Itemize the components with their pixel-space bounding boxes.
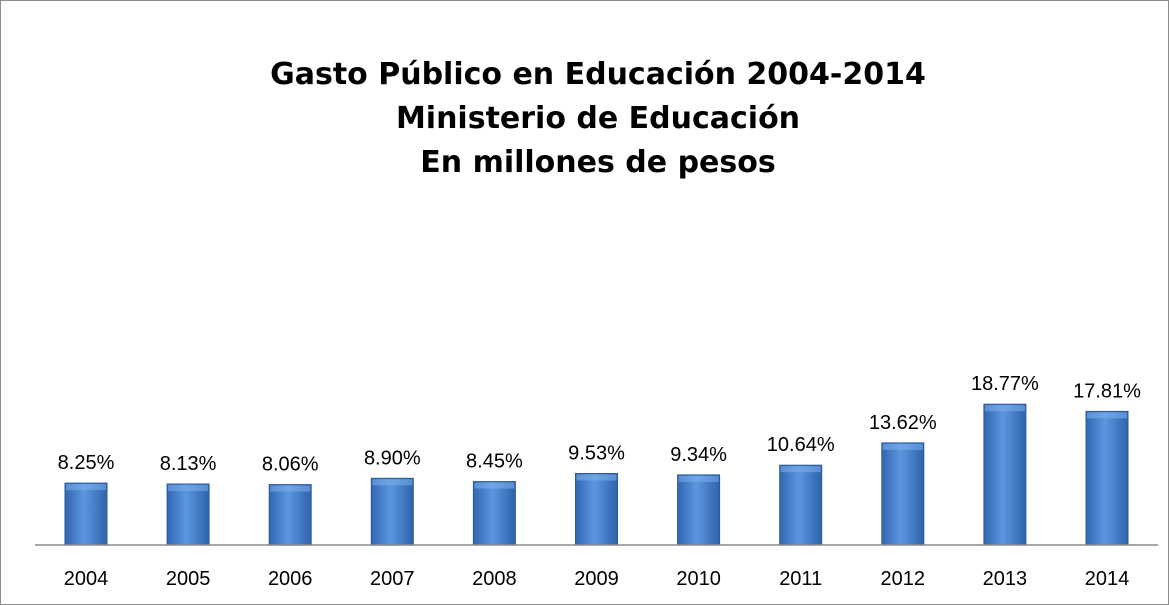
bar-2006 xyxy=(268,484,312,546)
data-label-2013: 18.77% xyxy=(971,373,1039,395)
bar-highlight-2005 xyxy=(168,485,209,491)
data-label-2012: 13.62% xyxy=(869,412,937,434)
x-tick-label-2009: 2009 xyxy=(574,568,619,590)
bar-highlight-2008 xyxy=(474,482,515,489)
bar-highlight-2010 xyxy=(678,475,719,482)
data-label-2010: 9.34% xyxy=(670,444,727,466)
bar-highlight-2011 xyxy=(780,466,821,473)
data-label-2009: 9.53% xyxy=(568,443,625,465)
chart-title: Gasto Público en Educación 2004-2014 Min… xyxy=(1,53,1169,185)
x-tick-label-2014: 2014 xyxy=(1085,568,1130,590)
data-label-2008: 8.45% xyxy=(466,451,523,473)
bar-2010 xyxy=(677,474,721,546)
data-label-2007: 8.90% xyxy=(364,447,421,469)
bar-highlight-2006 xyxy=(270,485,311,492)
bars-layer xyxy=(64,403,1129,546)
x-tick-label-2011: 2011 xyxy=(779,568,822,590)
x-tick-labels-layer: 2004 2005 2006 2007 2008 2009 2010 2011 2012 2013… xyxy=(64,568,1130,590)
bar-highlight-2007 xyxy=(372,479,413,486)
data-label-2006: 8.06% xyxy=(262,454,319,476)
data-label-2011: 10.64% xyxy=(767,434,835,456)
bar-highlight-2004 xyxy=(66,484,106,491)
data-label-2005: 8.13% xyxy=(160,453,217,475)
x-tick-label-2012: 2012 xyxy=(881,568,926,590)
bar-2007 xyxy=(370,477,414,546)
bar-2014 xyxy=(1085,410,1129,546)
chart-title-line-1: Gasto Público en Educación 2004-2014 xyxy=(270,57,926,92)
bar-2009 xyxy=(575,473,618,546)
bar-highlight-2014 xyxy=(1087,412,1127,419)
x-tick-label-2010: 2010 xyxy=(676,568,721,590)
bar-highlight-2013 xyxy=(984,405,1025,412)
x-tick-label-2006: 2006 xyxy=(268,568,313,590)
x-tick-label-2004: 2004 xyxy=(64,568,109,590)
data-label-2004: 8.25% xyxy=(58,452,115,474)
chart-title-line-3: En millones de pesos xyxy=(420,145,776,180)
bar-2004 xyxy=(64,482,108,546)
chart-title-line-2: Ministerio de Educación xyxy=(395,101,801,136)
x-tick-label-2005: 2005 xyxy=(166,568,211,590)
bar-highlight-2012 xyxy=(882,443,923,450)
bar-2005 xyxy=(166,483,210,546)
data-labels-layer: 8.25% 8.13% 8.06% 8.90% 8.45% 9.53% 9.34% 10.64… xyxy=(58,373,1141,475)
bar-highlight-2009 xyxy=(576,474,617,481)
x-tick-label-2007: 2007 xyxy=(370,568,415,590)
data-label-2014: 17.81% xyxy=(1073,380,1141,402)
bar-2012 xyxy=(881,442,925,546)
bar-2008 xyxy=(472,481,516,546)
x-tick-label-2008: 2008 xyxy=(472,568,517,590)
bar-2013 xyxy=(983,403,1027,546)
x-tick-label-2013: 2013 xyxy=(983,568,1028,590)
bar-2011 xyxy=(779,464,823,546)
